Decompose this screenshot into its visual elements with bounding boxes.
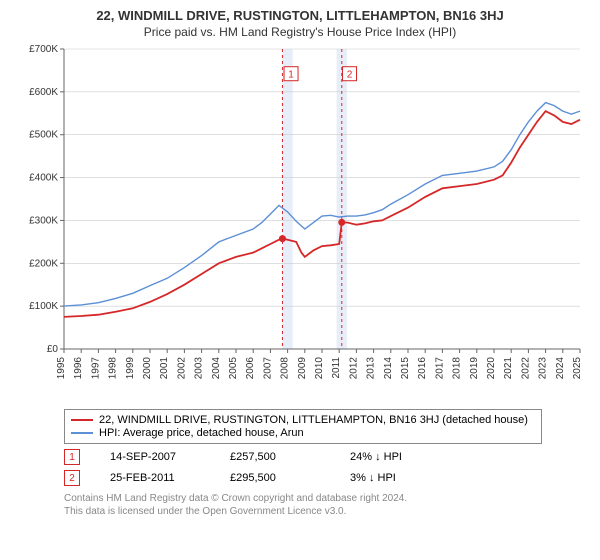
svg-text:2017: 2017 — [434, 357, 445, 380]
legend-row: HPI: Average price, detached house, Arun — [71, 427, 535, 439]
license-line-2: This data is licensed under the Open Gov… — [64, 505, 590, 518]
svg-text:2025: 2025 — [572, 357, 583, 380]
svg-text:2006: 2006 — [245, 357, 256, 380]
chart-subtitle: Price paid vs. HM Land Registry's House … — [10, 25, 590, 39]
svg-text:2014: 2014 — [383, 357, 394, 380]
svg-text:2007: 2007 — [262, 357, 273, 380]
license-line-1: Contains HM Land Registry data © Crown c… — [64, 492, 590, 505]
chart-title: 22, WINDMILL DRIVE, RUSTINGTON, LITTLEHA… — [10, 8, 590, 23]
svg-text:1996: 1996 — [73, 357, 84, 380]
transaction-date: 14-SEP-2007 — [110, 451, 200, 463]
transaction-badge-2: 2 — [64, 470, 80, 486]
transaction-row: 2 25-FEB-2011 £295,500 3% ↓ HPI — [64, 470, 590, 486]
svg-text:2009: 2009 — [297, 357, 308, 380]
legend-row: 22, WINDMILL DRIVE, RUSTINGTON, LITTLEHA… — [71, 414, 535, 426]
transaction-delta: 3% ↓ HPI — [350, 472, 440, 484]
svg-text:2002: 2002 — [176, 357, 187, 380]
svg-text:2008: 2008 — [280, 357, 291, 380]
transaction-row: 1 14-SEP-2007 £257,500 24% ↓ HPI — [64, 449, 590, 465]
transaction-price: £295,500 — [230, 472, 320, 484]
legend-swatch-hpi — [71, 432, 93, 433]
svg-text:2: 2 — [347, 70, 353, 81]
svg-text:2019: 2019 — [469, 357, 480, 380]
svg-text:2021: 2021 — [503, 357, 514, 380]
svg-text:2000: 2000 — [142, 357, 153, 380]
svg-text:2005: 2005 — [228, 357, 239, 380]
transactions-table: 1 14-SEP-2007 £257,500 24% ↓ HPI 2 25-FE… — [64, 449, 590, 486]
svg-text:2003: 2003 — [194, 357, 205, 380]
chart-svg: £0 £100K £200K £300K £400K £500K £600K £700K 199… — [10, 43, 590, 403]
legend-label-hpi: HPI: Average price, detached house, Arun — [99, 427, 304, 439]
svg-text:2024: 2024 — [555, 357, 566, 380]
svg-text:£400K: £400K — [29, 173, 58, 184]
svg-text:£500K: £500K — [29, 130, 58, 141]
svg-text:1999: 1999 — [125, 357, 136, 380]
svg-text:2001: 2001 — [159, 357, 170, 380]
svg-text:1995: 1995 — [56, 357, 67, 380]
legend-swatch-price — [71, 419, 93, 421]
license-text: Contains HM Land Registry data © Crown c… — [64, 492, 590, 518]
transaction-badge-1: 1 — [64, 449, 80, 465]
svg-text:2013: 2013 — [366, 357, 377, 380]
svg-text:2015: 2015 — [400, 357, 411, 380]
svg-text:£100K: £100K — [29, 301, 58, 312]
svg-text:2022: 2022 — [520, 357, 531, 380]
svg-text:1: 1 — [288, 70, 294, 81]
svg-text:2011: 2011 — [331, 357, 342, 379]
legend-label-price: 22, WINDMILL DRIVE, RUSTINGTON, LITTLEHA… — [99, 414, 528, 426]
svg-text:2004: 2004 — [211, 357, 222, 380]
transaction-date: 25-FEB-2011 — [110, 472, 200, 484]
svg-text:2023: 2023 — [538, 357, 549, 380]
svg-text:2020: 2020 — [486, 357, 497, 380]
legend-box: 22, WINDMILL DRIVE, RUSTINGTON, LITTLEHA… — [64, 409, 542, 444]
svg-text:2016: 2016 — [417, 357, 428, 380]
svg-text:£0: £0 — [47, 344, 59, 355]
chart-plot: £0 £100K £200K £300K £400K £500K £600K £700K 199… — [10, 43, 590, 403]
svg-text:2018: 2018 — [452, 357, 463, 380]
svg-text:£300K: £300K — [29, 215, 58, 226]
svg-text:2012: 2012 — [348, 357, 359, 380]
svg-text:£600K: £600K — [29, 87, 58, 98]
transaction-price: £257,500 — [230, 451, 320, 463]
svg-text:1998: 1998 — [108, 357, 119, 380]
svg-text:2010: 2010 — [314, 357, 325, 380]
transaction-delta: 24% ↓ HPI — [350, 451, 440, 463]
svg-text:£700K: £700K — [29, 44, 58, 55]
svg-text:1997: 1997 — [90, 357, 101, 380]
svg-text:£200K: £200K — [29, 258, 58, 269]
